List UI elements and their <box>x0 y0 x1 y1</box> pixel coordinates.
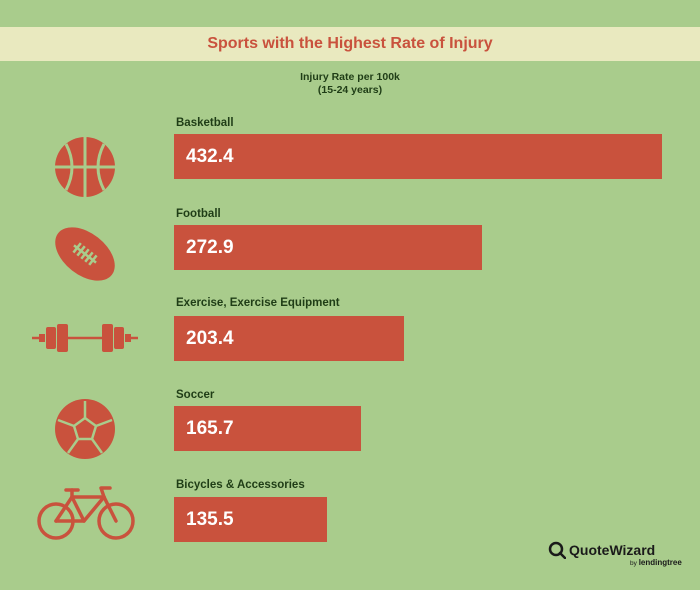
dumbbell-icon <box>32 324 138 352</box>
chart-title: Sports with the Highest Rate of Injury <box>207 35 493 52</box>
bicycle-icon <box>37 486 135 540</box>
bar-soccer <box>174 406 361 451</box>
bar-bicycles <box>174 497 327 542</box>
brand-tagline: by lendingtree <box>630 558 682 567</box>
bar-value-exercise: 203.4 <box>186 328 234 349</box>
category-label-bicycles: Bicycles & Accessories <box>176 479 305 491</box>
subtitle-line-2: (15-24 years) <box>317 84 383 96</box>
bar-value-football: 272.9 <box>186 237 234 258</box>
bar-football <box>174 225 482 270</box>
brand-tagline-prefix: by <box>630 560 637 567</box>
category-label-exercise: Exercise, Exercise Equipment <box>176 297 340 309</box>
basketball-icon <box>55 137 115 197</box>
bar-exercise <box>174 316 404 361</box>
subtitle-line-1: Injury Rate per 100k <box>300 71 400 83</box>
title-band: Sports with the Highest Rate of Injury <box>0 27 700 61</box>
chart-subtitle: Injury Rate per 100k (15-24 years) <box>0 71 700 97</box>
category-label-soccer: Soccer <box>176 389 215 401</box>
brand-tagline-brand: lendingtree <box>638 558 682 567</box>
magnifier-logo-icon <box>548 541 566 559</box>
category-label-football: Football <box>176 208 221 220</box>
football-icon <box>55 227 115 281</box>
bar-basketball <box>174 134 662 179</box>
soccer-ball-icon <box>55 399 115 459</box>
bar-value-basketball: 432.4 <box>186 146 234 167</box>
brand-name: QuoteWizard <box>569 542 656 558</box>
quotewizard-logo: QuoteWizard by lendingtree <box>548 541 682 567</box>
bar-value-soccer: 165.7 <box>186 418 234 439</box>
bar-value-bicycles: 135.5 <box>186 509 234 530</box>
category-label-basketball: Basketball <box>176 117 234 129</box>
